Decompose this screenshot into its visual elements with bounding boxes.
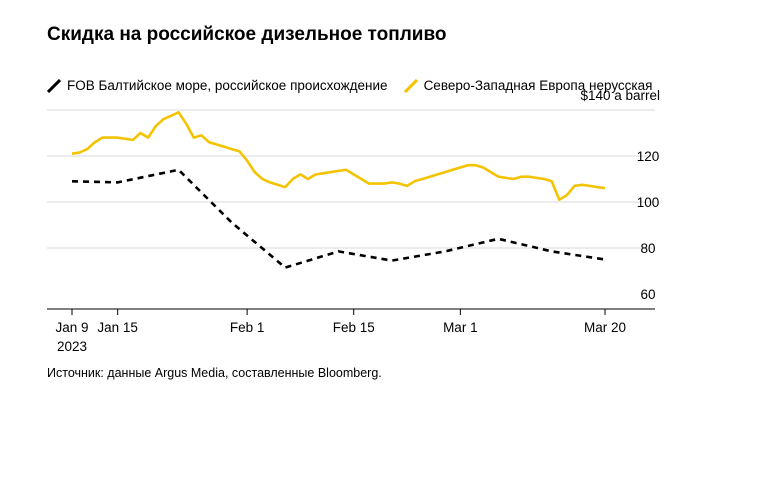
x-tick-label: Feb 15 <box>333 320 375 335</box>
legend-item-russian: FOB Балтийское море, российское происхож… <box>47 78 388 93</box>
y-tick-label: 100 <box>637 195 660 210</box>
x-tick-sublabel: 2023 <box>57 339 87 354</box>
series-line-europe <box>71 111 606 201</box>
chart-title: Скидка на российское дизельное топливо <box>47 24 447 45</box>
x-tick-label: Mar 1 <box>443 320 478 335</box>
legend-swatch-europe <box>403 78 418 93</box>
legend-label-europe: Северо-Западная Европа нерусская <box>423 78 653 93</box>
legend-item-europe: Северо-Западная Европа нерусская <box>403 78 653 93</box>
y-tick-label: 80 <box>640 241 655 256</box>
y-tick-label: 60 <box>640 287 655 302</box>
source-note: Источник: данные Argus Media, составленн… <box>47 366 382 380</box>
x-tick-label: Feb 1 <box>230 320 265 335</box>
x-tick-label: Jan 15 <box>97 320 138 335</box>
legend: FOB Балтийское море, российское происхож… <box>47 78 652 93</box>
legend-swatch-russian <box>47 78 61 93</box>
y-tick-label: 120 <box>637 149 660 164</box>
x-tick-label: Mar 20 <box>584 320 626 335</box>
y-unit-label: $140 a barrel <box>580 88 660 103</box>
series-line-russian <box>71 168 606 269</box>
x-tick-label: Jan 9 <box>55 320 88 335</box>
legend-label-russian: FOB Балтийское море, российское происхож… <box>67 78 388 93</box>
